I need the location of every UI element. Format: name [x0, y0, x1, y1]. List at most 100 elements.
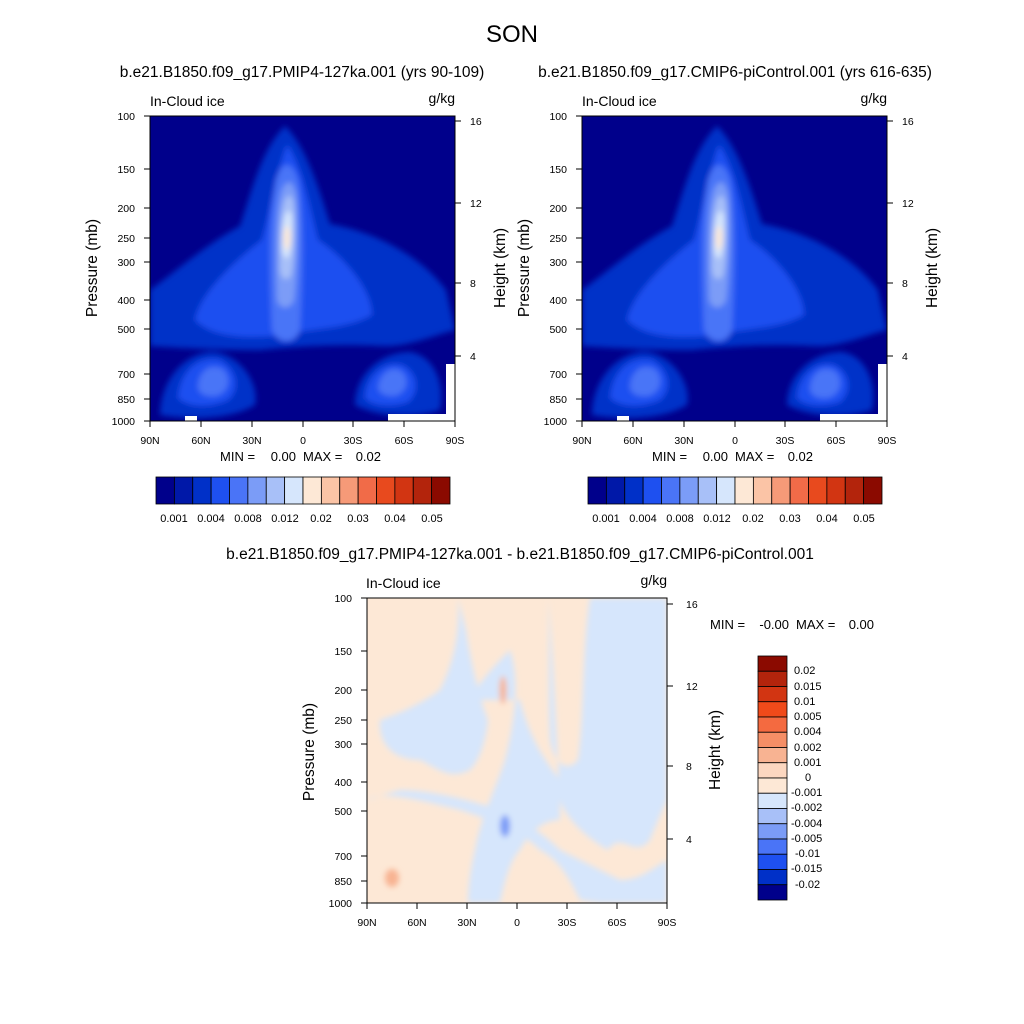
colorbar-label: 0.008	[666, 513, 694, 525]
y-tick-label: 100	[549, 111, 567, 123]
colorbar-swatch	[716, 476, 736, 505]
colorbar-swatch	[697, 476, 718, 505]
colorbar-label: 0	[805, 772, 811, 784]
height-tick-label: 12	[470, 198, 482, 210]
panel-a-variable: In-Cloud ice	[150, 93, 225, 109]
panel-a-ylabel-right: Height (km)	[492, 228, 509, 308]
panel-a-y-ticks: 100 150 200 250 300 400 500 700 850 1000	[112, 111, 136, 428]
max-value: 0.02	[356, 449, 381, 464]
y-tick-label: 300	[334, 739, 352, 751]
colorbar-swatch	[394, 476, 414, 505]
colorbar-label: 0.008	[234, 513, 262, 525]
x-tick-label: 90S	[446, 435, 465, 447]
panel-a-ylabel: Pressure (mb)	[84, 219, 101, 317]
colorbar-swatch	[757, 731, 788, 748]
panel-c-title: b.e21.B1850.f09_g17.PMIP4-127ka.001 - b.…	[226, 546, 814, 563]
panel-b-tick-marks	[576, 115, 893, 427]
panel-a-title: b.e21.B1850.f09_g17.PMIP4-127ka.001 (yrs…	[120, 64, 485, 81]
x-tick-label: 60S	[827, 435, 846, 447]
panel-b-title: b.e21.B1850.f09_g17.CMIP6-piControl.001 …	[538, 64, 932, 81]
y-tick-label: 850	[334, 876, 352, 888]
height-tick-label: 4	[470, 351, 476, 363]
x-tick-label: 60N	[407, 917, 426, 929]
colorbar-swatch	[173, 476, 194, 505]
panel-b-y-ticks: 100 150 200 250 300 400 500 700 850 1000	[544, 111, 568, 428]
x-tick-label: 60S	[608, 917, 627, 929]
panel-b-ylabel: Pressure (mb)	[516, 219, 533, 317]
y-tick-label: 200	[334, 685, 352, 697]
colorbar-swatch	[229, 476, 249, 505]
panel-b-units: g/kg	[861, 90, 887, 106]
y-tick-label: 500	[549, 324, 567, 336]
y-tick-label: 200	[549, 203, 567, 215]
x-tick-label: 30N	[674, 435, 693, 447]
x-tick-label: 90S	[658, 917, 677, 929]
max-value: 0.00	[849, 617, 874, 632]
colorbar-swatch	[642, 476, 662, 505]
panel-a-stats: MIN = 0.00 MAX = 0.02	[220, 449, 381, 464]
x-tick-label: 60N	[623, 435, 642, 447]
panel-b-colorbar-labels: 0.001 0.004 0.008 0.012 0.02 0.03 0.04 0…	[592, 513, 874, 525]
colorbar-swatch	[587, 476, 607, 505]
colorbar-swatch	[320, 476, 341, 505]
colorbar-swatch	[284, 476, 304, 505]
y-tick-label: 700	[549, 369, 567, 381]
height-tick-label: 12	[686, 681, 698, 693]
colorbar-label: -0.002	[791, 802, 822, 814]
y-tick-label: 700	[117, 369, 135, 381]
colorbar-label: 0.02	[742, 513, 763, 525]
colorbar-swatch	[192, 476, 212, 505]
y-tick-label: 150	[334, 646, 352, 658]
min-value: -0.00	[759, 617, 789, 632]
y-tick-label: 500	[334, 806, 352, 818]
colorbar-label: 0.004	[794, 726, 822, 738]
y-tick-label: 250	[117, 233, 135, 245]
colorbar-label: 0.001	[160, 513, 188, 525]
colorbar-swatch	[844, 476, 865, 505]
colorbar-swatch	[771, 476, 791, 505]
colorbar-label: 0.05	[421, 513, 442, 525]
colorbar-swatch	[863, 476, 883, 505]
panel-c-stats: MIN = -0.00 MAX = 0.00	[710, 617, 874, 632]
panel-b: b.e21.B1850.f09_g17.CMIP6-piControl.001 …	[516, 64, 941, 525]
height-tick-label: 4	[902, 351, 908, 363]
panel-a-colorbar	[155, 476, 451, 505]
height-tick-label: 16	[686, 599, 698, 611]
colorbar-swatch	[757, 716, 788, 733]
colorbar-label: 0.01	[794, 696, 815, 708]
colorbar-swatch	[412, 476, 433, 505]
panel-c-y-ticks-right: 16 12 8 4	[686, 599, 698, 846]
x-tick-label: 30S	[344, 435, 363, 447]
y-tick-label: 300	[549, 257, 567, 269]
colorbar-swatch	[757, 853, 788, 870]
colorbar-swatch	[757, 747, 788, 764]
y-tick-label: 250	[549, 233, 567, 245]
height-tick-label: 16	[470, 116, 482, 128]
x-tick-label: 0	[514, 917, 520, 929]
colorbar-swatch	[757, 686, 788, 703]
y-tick-label: 400	[549, 295, 567, 307]
panel-c-y-ticks: 100 150 200 250 300 400 500 700 850 1000	[329, 593, 353, 910]
figure-title: SON	[486, 21, 538, 48]
x-tick-label: 90N	[357, 917, 376, 929]
colorbar-label: 0.03	[779, 513, 800, 525]
colorbar-swatch	[661, 476, 681, 505]
panel-c-colorbar	[757, 655, 788, 901]
y-tick-label: 1000	[544, 416, 568, 428]
colorbar-label: -0.001	[791, 787, 822, 799]
colorbar-label: 0.002	[794, 742, 822, 754]
panel-a-units: g/kg	[429, 90, 455, 106]
colorbar-swatch	[247, 476, 267, 505]
colorbar-swatch	[210, 476, 230, 505]
colorbar-label: 0.03	[347, 513, 368, 525]
colorbar-label: -0.015	[791, 863, 822, 875]
colorbar-label: 0.012	[703, 513, 731, 525]
panel-a-x-ticks: 90N 60N 30N 0 30S 60S 90S	[140, 435, 464, 447]
x-tick-label: 0	[300, 435, 306, 447]
colorbar-swatch	[357, 476, 377, 505]
x-tick-label: 90N	[572, 435, 591, 447]
colorbar-label: -0.02	[795, 879, 820, 891]
colorbar-label: 0.02	[794, 665, 815, 677]
colorbar-swatch	[757, 823, 788, 840]
